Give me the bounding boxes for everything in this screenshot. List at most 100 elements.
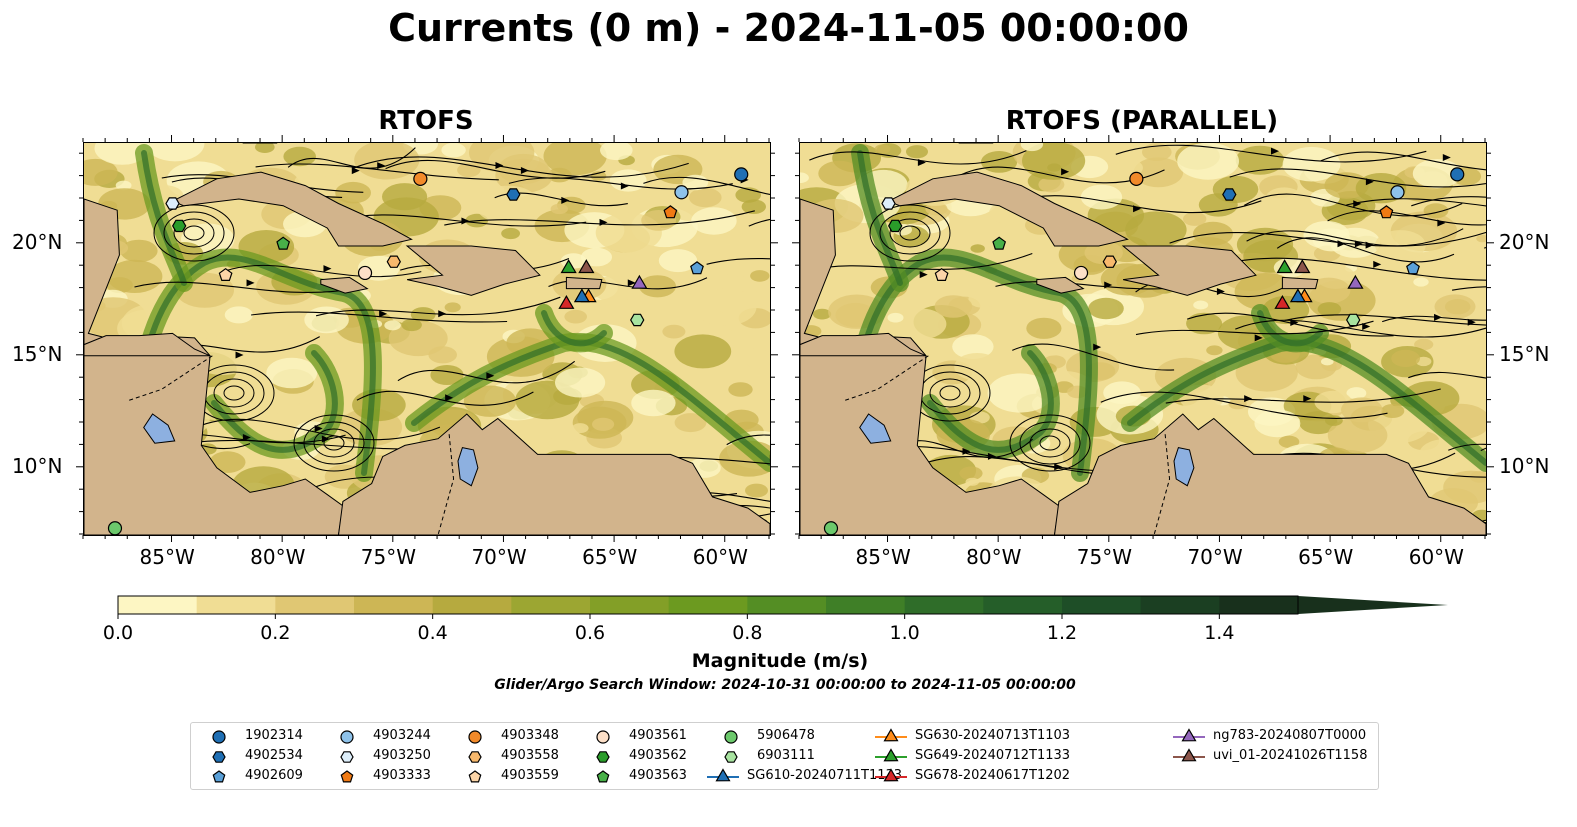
platform-marker-ng783-20240807T0000[interactable]	[631, 274, 648, 289]
lake	[859, 413, 892, 444]
flow-arrow	[620, 182, 629, 190]
platform-marker-uvi_01-20241026T1158[interactable]	[1294, 259, 1311, 274]
legend-label: SG630-20240713T1103	[915, 728, 1071, 743]
flow-arrow	[438, 310, 447, 318]
legend-marker-4903559[interactable]	[468, 770, 482, 783]
legend-marker-4903348[interactable]	[468, 730, 482, 744]
platform-marker-ng783-20240807T0000[interactable]	[1347, 274, 1364, 289]
legend-marker-4903561[interactable]	[596, 730, 610, 744]
legend-marker-4903563[interactable]	[596, 770, 610, 783]
platform-marker-6903111[interactable]	[1346, 313, 1361, 327]
platform-marker-SG678-20240617T1202[interactable]	[1274, 295, 1291, 309]
lon-tick-label: 85°W	[855, 545, 911, 569]
flow-arrow	[486, 372, 495, 380]
legend-label: 4903348	[501, 728, 559, 743]
platform-marker-4903562[interactable]	[888, 219, 903, 233]
legend-label: 4903559	[501, 768, 559, 783]
lake	[1173, 447, 1195, 487]
platform-marker-5906478[interactable]	[107, 521, 123, 535]
lat-tick-label: 20°N	[1499, 229, 1550, 254]
platform-marker-4903562[interactable]	[172, 219, 187, 233]
platform-marker-SG678-20240617T1202[interactable]	[558, 295, 575, 309]
legend-label: 4903562	[629, 748, 687, 763]
platform-marker-4902609[interactable]	[690, 261, 704, 275]
lon-tick-label: 60°W	[1408, 545, 1464, 569]
platform-marker-4903244[interactable]	[674, 185, 689, 200]
colorbar-label: Magnitude (m/s)	[691, 650, 869, 672]
flow-arrow	[1216, 287, 1225, 295]
flow-arrow	[1244, 395, 1253, 403]
current-magnitude-map	[800, 143, 1486, 535]
platform-marker-4902534[interactable]	[1222, 188, 1237, 201]
map-panel-rtofs-parallel[interactable]	[799, 142, 1487, 536]
legend-marker-5906478[interactable]	[724, 730, 738, 744]
platform-marker-1902314[interactable]	[734, 167, 749, 182]
platform-marker-1902314[interactable]	[1450, 167, 1465, 182]
platform-marker-uvi_01-20241026T1158[interactable]	[578, 259, 595, 274]
legend-label: uvi_01-20241026T1158	[1213, 748, 1368, 763]
lat-tick-label: 20°N	[12, 229, 63, 254]
platform-marker-4903250[interactable]	[881, 197, 896, 210]
legend-label: 5906478	[757, 728, 815, 743]
platform-marker-4903559[interactable]	[934, 267, 949, 281]
flow-arrow	[1133, 205, 1142, 213]
flow-arrow	[1093, 343, 1102, 351]
legend-marker-SG678-20240617T1202[interactable]	[883, 768, 899, 782]
platform-marker-4903559[interactable]	[218, 267, 233, 281]
flow-arrow	[919, 271, 928, 279]
legend-marker-4902534[interactable]	[212, 751, 226, 763]
platform-marker-4903558[interactable]	[386, 255, 401, 268]
legend-marker-uvi_01-20241026T1158[interactable]	[1181, 748, 1197, 762]
flow-arrow	[1365, 178, 1374, 186]
colorbar-segment	[432, 596, 512, 614]
platform-marker-4903348[interactable]	[413, 171, 428, 186]
legend-marker-ng783-20240807T0000[interactable]	[1181, 728, 1197, 742]
legend-marker-SG630-20240713T1103[interactable]	[883, 728, 899, 742]
platform-marker-SG649-20240712T1133[interactable]	[560, 259, 577, 274]
platform-marker-6903111[interactable]	[630, 313, 645, 327]
flow-arrow	[445, 394, 454, 402]
platform-marker-4903558[interactable]	[1102, 255, 1117, 268]
map-panel-rtofs[interactable]	[83, 142, 771, 536]
legend-marker-4903250[interactable]	[340, 751, 354, 763]
platform-marker-4903348[interactable]	[1129, 171, 1144, 186]
colorbar-tick-label: 1.4	[1204, 622, 1235, 644]
legend-marker-4902609[interactable]	[212, 770, 226, 783]
colorbar-tick-label: 1.0	[889, 622, 920, 644]
platform-marker-4903561[interactable]	[1073, 265, 1089, 281]
legend-marker-4903244[interactable]	[340, 730, 354, 744]
platform-marker-5906478[interactable]	[823, 521, 839, 535]
lon-tick-label: 70°W	[1187, 545, 1243, 569]
platform-marker-SG610-20240711T1133[interactable]	[573, 288, 590, 303]
platform-marker-4903333[interactable]	[663, 205, 678, 219]
platform-marker-4903563[interactable]	[276, 236, 291, 250]
land	[800, 143, 1486, 535]
platform-marker-4902609[interactable]	[1406, 261, 1420, 275]
colorbar-segment	[826, 596, 906, 614]
flow-arrow	[1437, 219, 1446, 227]
legend-marker-4903562[interactable]	[596, 751, 610, 763]
platform-marker-4903244[interactable]	[1390, 185, 1405, 200]
flow-arrow	[379, 310, 388, 318]
legend-marker-1902314[interactable]	[212, 730, 226, 744]
platform-marker-4903563[interactable]	[992, 236, 1007, 250]
platform-marker-4903250[interactable]	[165, 197, 180, 210]
platform-marker-SG610-20240711T1133[interactable]	[1289, 288, 1306, 303]
axis-ticks	[76, 135, 1494, 542]
legend-marker-4903333[interactable]	[340, 770, 354, 783]
legend-label: SG678-20240617T1202	[915, 768, 1071, 783]
legend-marker-SG649-20240712T1133[interactable]	[883, 748, 899, 762]
colorbar-tick-label: 0.8	[732, 622, 763, 644]
platform-marker-4902534[interactable]	[506, 188, 521, 201]
platform-marker-SG649-20240712T1133[interactable]	[1276, 259, 1293, 274]
platform-marker-4903333[interactable]	[1379, 205, 1394, 219]
legend-marker-4903558[interactable]	[468, 751, 482, 763]
flow-arrow	[627, 279, 636, 287]
legend-label: 4903244	[373, 728, 431, 743]
flow-arrow	[917, 159, 926, 167]
legend-marker-6903111[interactable]	[724, 751, 738, 763]
platform-marker-4903561[interactable]	[357, 265, 373, 281]
lat-tick-label: 10°N	[1499, 453, 1550, 478]
legend-marker-SG610-20240711T1133[interactable]	[715, 768, 731, 782]
legend-label: 1902314	[245, 728, 303, 743]
